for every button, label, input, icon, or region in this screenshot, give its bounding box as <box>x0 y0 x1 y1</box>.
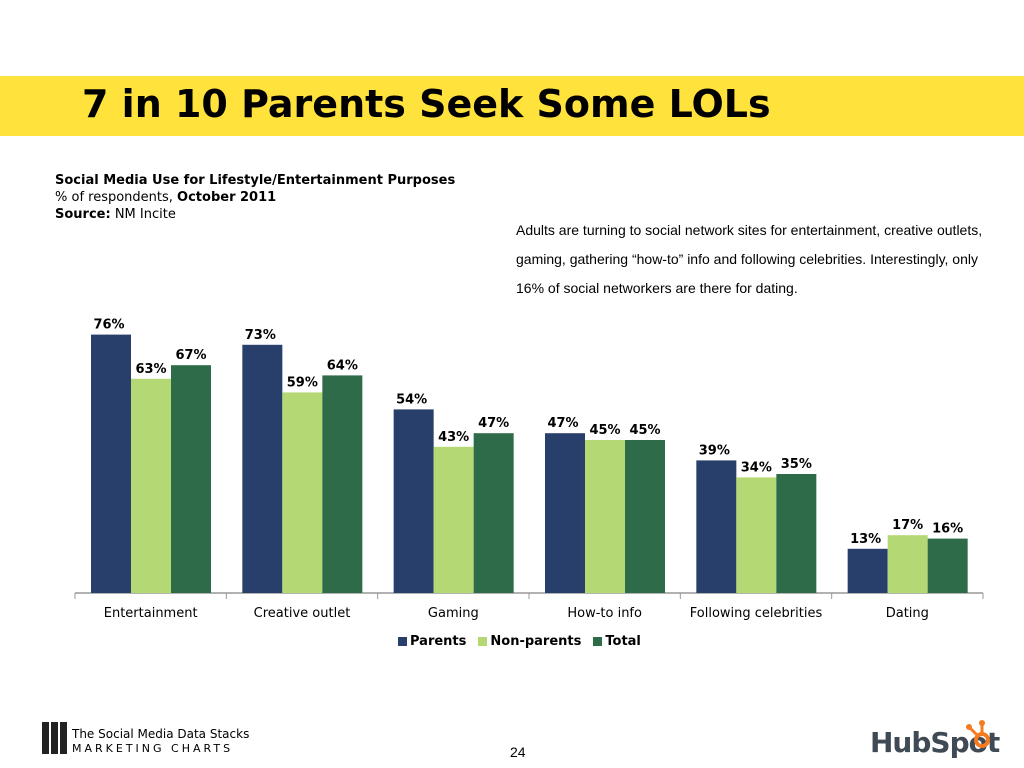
bar-parents-0 <box>91 334 131 593</box>
bar-total-5 <box>927 538 968 593</box>
data-label: 47% <box>547 416 578 431</box>
bar-non-parents-1 <box>282 392 323 593</box>
data-label: 45% <box>629 423 660 438</box>
bar-total-2 <box>473 433 514 593</box>
bar-parents-5 <box>847 548 888 593</box>
page-number: 24 <box>510 744 526 760</box>
logo-line-1: The Social Media Data Stacks <box>72 727 250 741</box>
data-label: 17% <box>892 518 923 533</box>
chart-legend: Parents Non-parents Total <box>398 634 641 649</box>
bar-non-parents-5 <box>887 535 928 593</box>
source-label: Source: <box>55 207 111 222</box>
bar-total-3 <box>625 440 665 593</box>
legend-item: Non-parents <box>478 634 581 649</box>
source-value: NM Incite <box>110 207 176 222</box>
legend-swatch <box>593 637 603 646</box>
measure-prefix: % of respondents, <box>55 190 178 205</box>
chart-meta: Social Media Use for Lifestyle/Entertain… <box>55 172 455 223</box>
legend-swatch <box>478 637 488 646</box>
legend-item: Parents <box>398 634 466 649</box>
x-tick-label: Entertainment <box>104 606 198 621</box>
slide-title: 7 in 10 Parents Seek Some LOLs <box>82 82 771 126</box>
measure-date: October 2011 <box>177 190 277 205</box>
marketing-charts-icon <box>42 722 70 754</box>
bar-non-parents-3 <box>585 440 625 593</box>
chart-source: Source: NM Incite <box>55 206 455 223</box>
x-tick-label: Creative outlet <box>254 606 351 621</box>
legend-label: Non-parents <box>490 634 582 649</box>
data-label: 73% <box>245 328 276 343</box>
data-label: 76% <box>93 318 124 333</box>
bar-parents-2 <box>393 409 434 593</box>
title-band <box>0 76 1024 136</box>
x-tick-label: Dating <box>886 606 929 621</box>
data-label: 13% <box>850 532 881 547</box>
bar-chart: 76% 63% 67% Entertainment 73% 59% 64% Creative … <box>74 318 984 621</box>
data-label: 47% <box>478 416 509 431</box>
legend-swatch <box>398 637 407 646</box>
data-label: 64% <box>327 358 358 373</box>
data-label: 54% <box>396 392 427 407</box>
sprocket-icon <box>966 720 990 748</box>
logo-line-2: MARKETING CHARTS <box>72 742 234 755</box>
data-label: 34% <box>741 460 772 475</box>
x-tick-label: Following celebrities <box>690 606 823 621</box>
data-label: 35% <box>781 457 812 472</box>
chart-measure: % of respondents, October 2011 <box>55 189 455 206</box>
bar-non-parents-2 <box>433 446 474 593</box>
bar-non-parents-4 <box>736 477 777 593</box>
marketing-charts-logo: The Social Media Data Stacks MARKETING C… <box>42 722 272 758</box>
data-label: 63% <box>135 362 166 377</box>
data-label: 59% <box>287 375 318 390</box>
hubspot-logo: HubSpot <box>870 718 1000 764</box>
bar-parents-1 <box>242 344 283 593</box>
legend-label: Parents <box>410 634 467 649</box>
legend-item: Total <box>593 634 641 649</box>
data-label: 43% <box>438 430 469 445</box>
data-label: 39% <box>699 443 730 458</box>
bar-total-0 <box>171 365 211 593</box>
x-tick-label: How-to info <box>567 606 642 621</box>
data-label: 45% <box>589 423 620 438</box>
x-tick-label: Gaming <box>428 606 479 621</box>
bar-parents-4 <box>696 460 737 593</box>
bar-parents-3 <box>545 433 585 593</box>
data-label: 67% <box>175 348 206 363</box>
chart-subtitle: Social Media Use for Lifestyle/Entertain… <box>55 173 456 188</box>
legend-label: Total <box>605 634 641 649</box>
commentary-text: Adults are turning to social network sit… <box>516 222 983 296</box>
bar-non-parents-0 <box>131 378 171 593</box>
bar-total-1 <box>322 375 363 593</box>
data-label: 16% <box>932 522 963 537</box>
bar-total-4 <box>776 474 817 593</box>
